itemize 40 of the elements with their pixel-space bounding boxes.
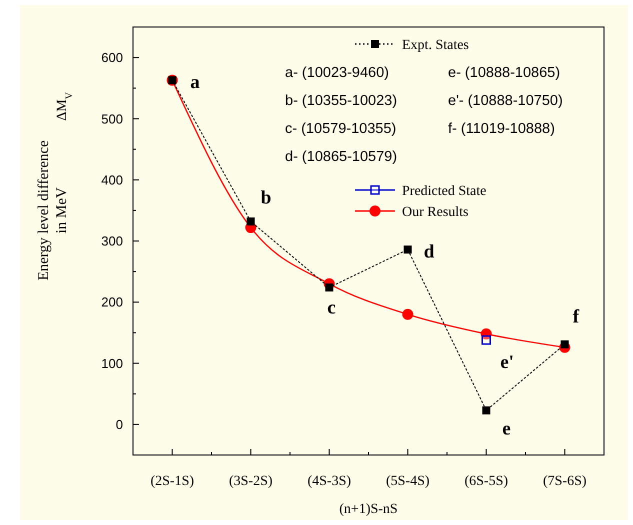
annotation: a- (10023-9460) bbox=[285, 65, 389, 81]
point bbox=[402, 308, 414, 320]
x-tick-label: (2S-1S) bbox=[150, 474, 194, 489]
annotation: a bbox=[190, 72, 200, 94]
x-tick-label: (5S-4S) bbox=[386, 474, 430, 489]
point bbox=[482, 406, 490, 414]
legend-label: Predicted State bbox=[402, 184, 486, 199]
x-tick-label: (4S-3S) bbox=[307, 474, 352, 489]
annotation: c- (10579-10355) bbox=[285, 121, 396, 137]
annotation: f bbox=[572, 306, 580, 328]
point bbox=[560, 340, 569, 348]
annotation: e bbox=[502, 418, 511, 440]
y-tick-label: 300 bbox=[101, 234, 123, 249]
point bbox=[480, 328, 492, 340]
point bbox=[404, 246, 412, 254]
annotation: e- (10888-10865) bbox=[448, 65, 560, 81]
y-tick-label: 600 bbox=[101, 50, 123, 66]
annotation: d bbox=[424, 242, 435, 263]
x-tick-label: (3S-2S) bbox=[228, 474, 273, 489]
legend-label: Our Results bbox=[402, 205, 468, 220]
y-axis-title: Energy level difference in MeV bbox=[36, 140, 70, 281]
annotation: b bbox=[260, 187, 272, 208]
annotation: e' bbox=[500, 352, 514, 374]
x-tick-label: (6S-5S) bbox=[464, 474, 508, 489]
legend-label: Expt. States bbox=[402, 38, 469, 53]
x-axis-title: (n+1)S-nS bbox=[339, 502, 398, 517]
x-tick-label: (7S-6S) bbox=[542, 474, 587, 489]
annotation: c bbox=[327, 297, 336, 318]
y-tick-label: 100 bbox=[101, 356, 123, 371]
annotation: e'- (10888-10750) bbox=[448, 93, 563, 109]
y-tick-label: 500 bbox=[101, 111, 123, 126]
point bbox=[246, 217, 255, 226]
annotation: b- (10355-10023) bbox=[285, 93, 398, 109]
point bbox=[482, 335, 491, 345]
annotation: f- (11019-10888) bbox=[448, 121, 555, 137]
y-tick-label: 400 bbox=[101, 172, 123, 188]
annotation: d- (10865-10579) bbox=[285, 149, 398, 165]
y-tick-label: 200 bbox=[101, 294, 123, 310]
y-tick-label: 0 bbox=[116, 416, 123, 432]
point bbox=[325, 283, 334, 292]
